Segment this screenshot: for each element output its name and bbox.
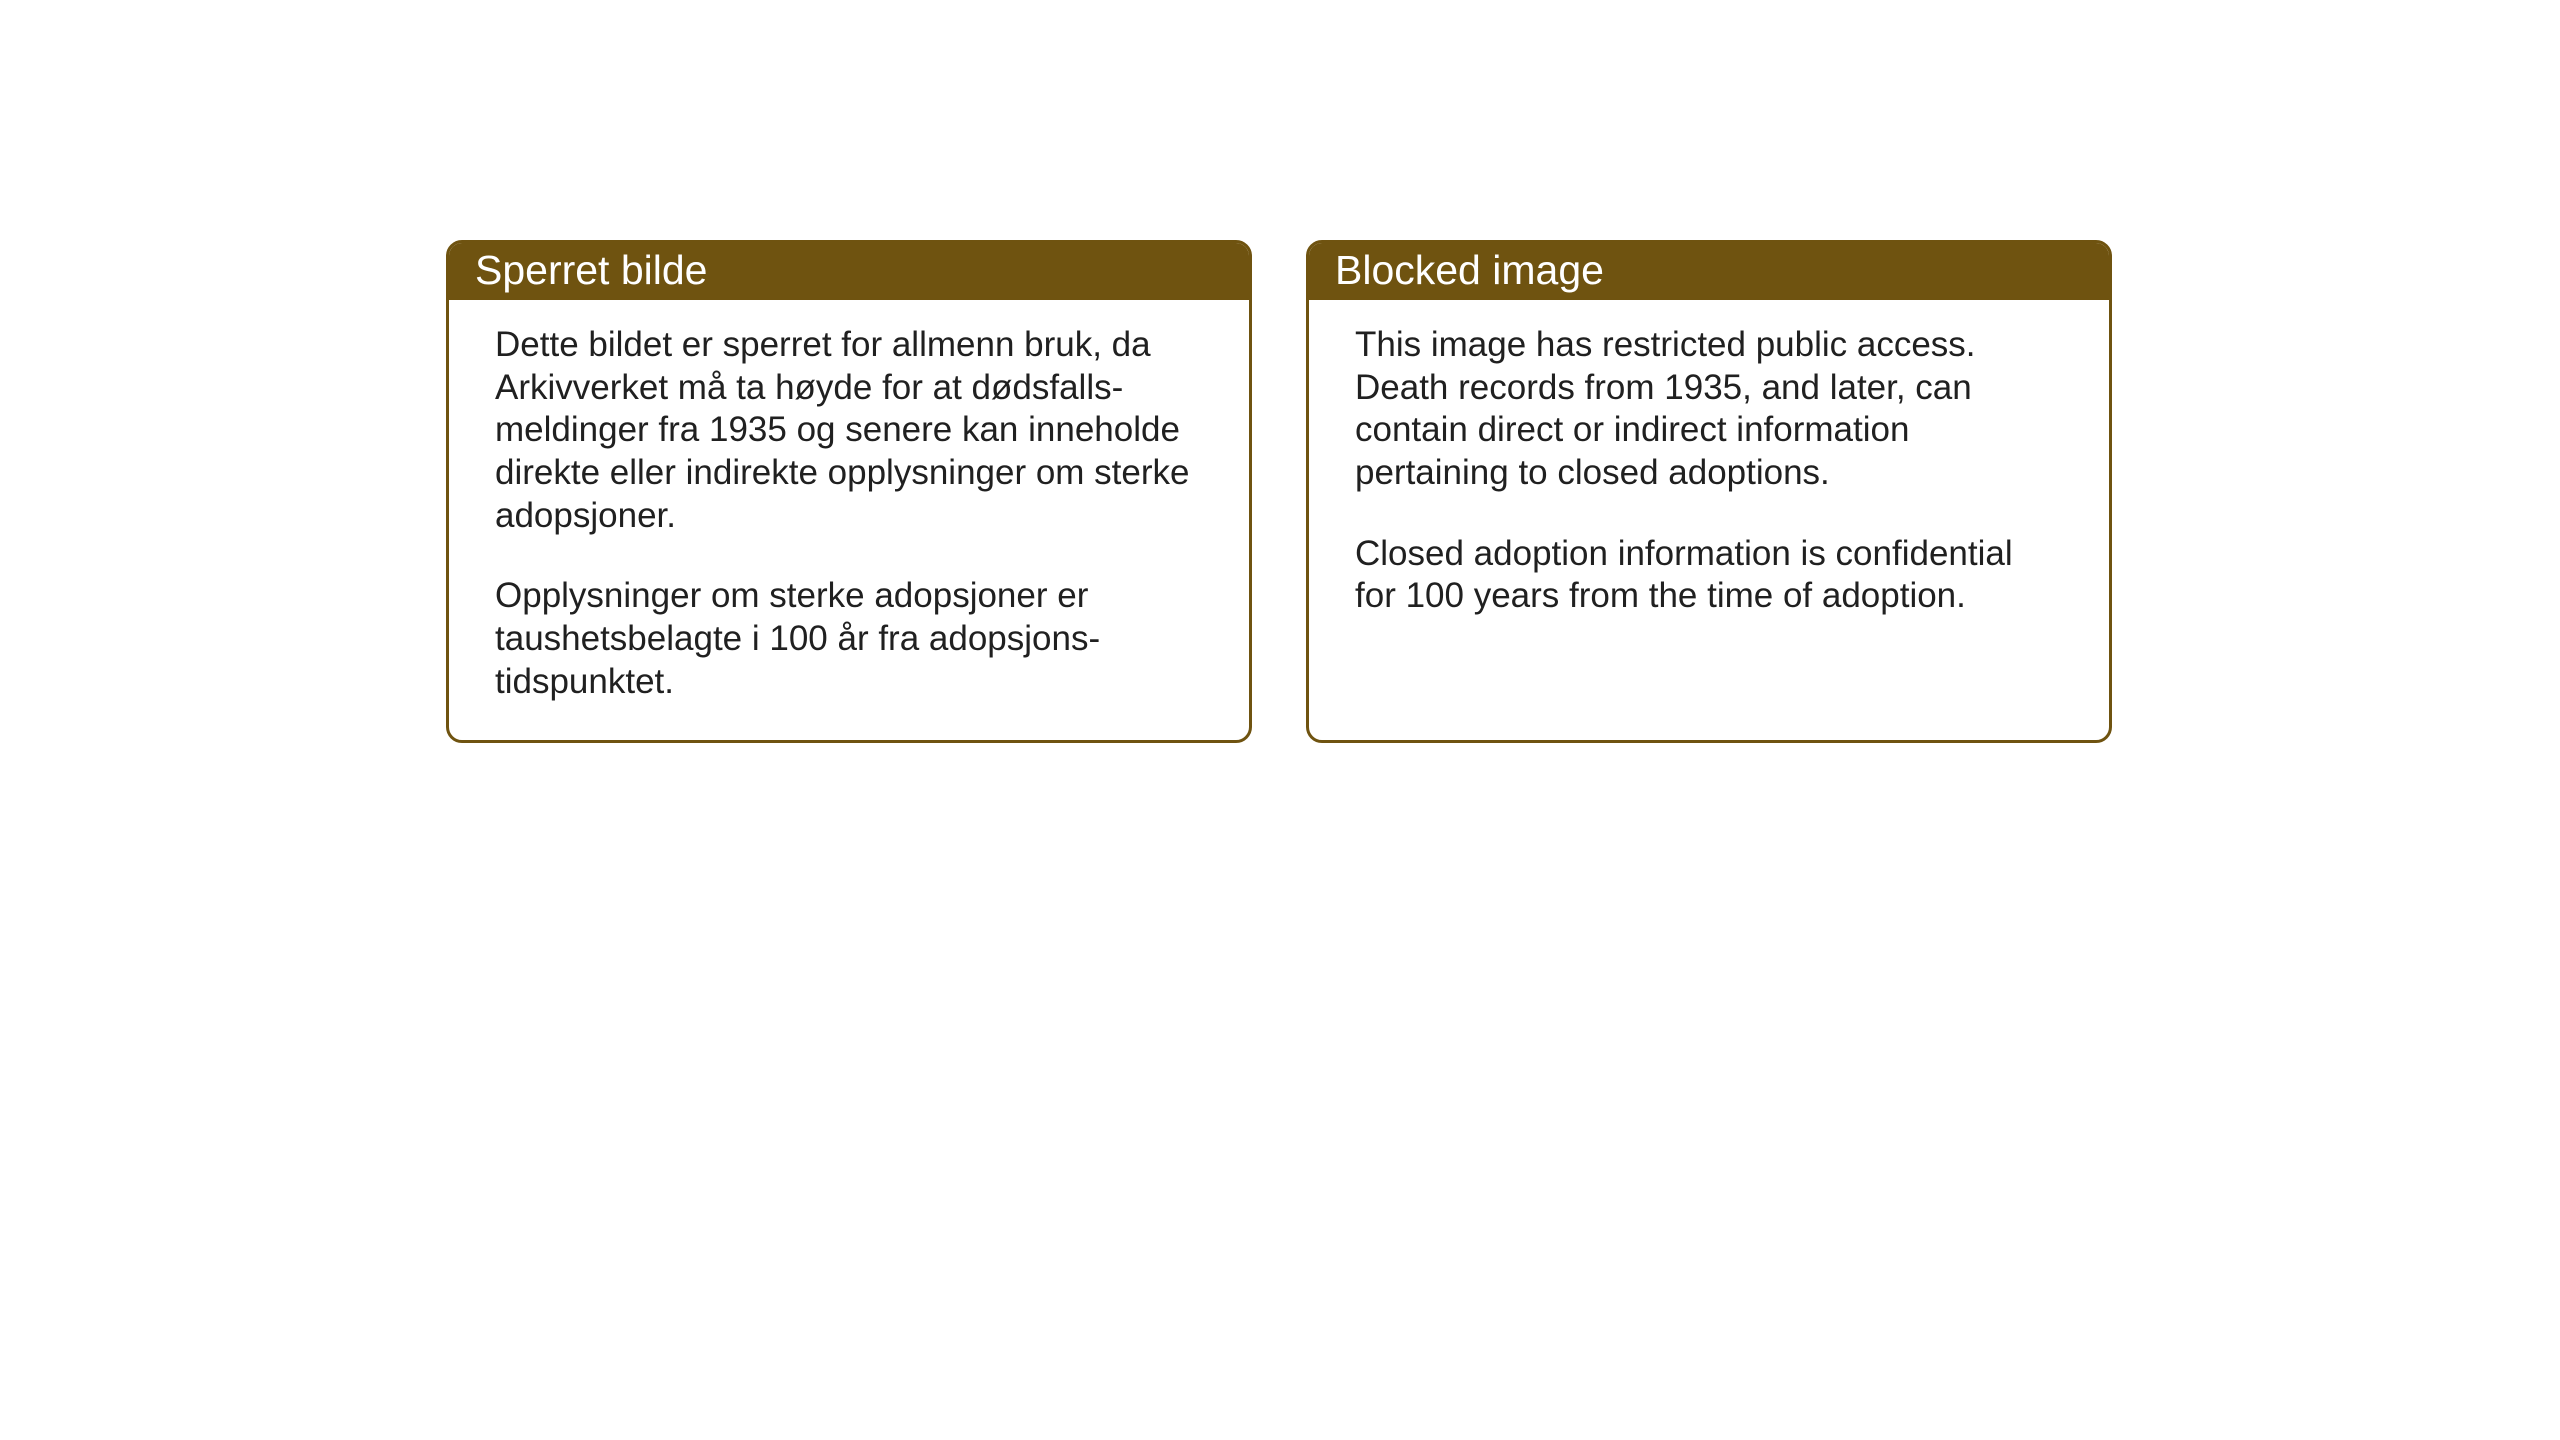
card-paragraph-english-2: Closed adoption information is confident…: [1355, 533, 2063, 618]
card-header-norwegian: Sperret bilde: [449, 243, 1249, 300]
card-paragraph-norwegian-1: Dette bildet er sperret for allmenn bruk…: [495, 324, 1203, 537]
card-paragraph-english-1: This image has restricted public access.…: [1355, 324, 2063, 495]
card-title-english: Blocked image: [1335, 247, 1604, 293]
notice-card-norwegian: Sperret bilde Dette bildet er sperret fo…: [446, 240, 1252, 743]
card-title-norwegian: Sperret bilde: [475, 247, 707, 293]
card-body-norwegian: Dette bildet er sperret for allmenn bruk…: [449, 300, 1249, 740]
card-header-english: Blocked image: [1309, 243, 2109, 300]
notice-container: Sperret bilde Dette bildet er sperret fo…: [446, 240, 2112, 743]
card-body-english: This image has restricted public access.…: [1309, 300, 2109, 740]
notice-card-english: Blocked image This image has restricted …: [1306, 240, 2112, 743]
card-paragraph-norwegian-2: Opplysninger om sterke adopsjoner er tau…: [495, 575, 1203, 703]
